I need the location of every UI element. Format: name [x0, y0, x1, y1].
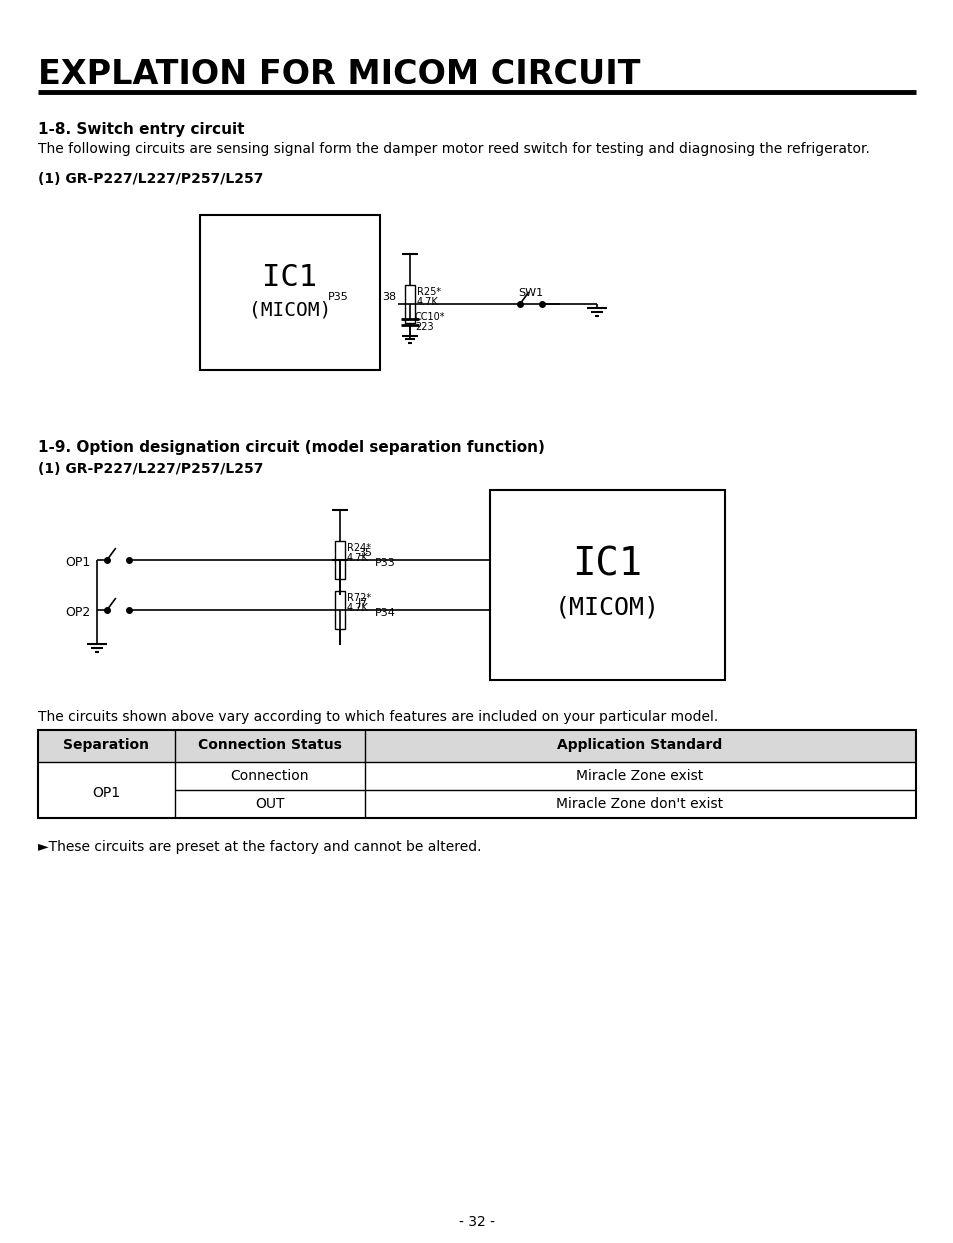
Text: EXPLATION FOR MICOM CIRCUIT: EXPLATION FOR MICOM CIRCUIT [38, 58, 639, 91]
Text: P33: P33 [375, 558, 395, 568]
Text: 35: 35 [357, 548, 372, 558]
Text: 4.7K: 4.7K [416, 297, 438, 307]
Text: The circuits shown above vary according to which features are included on your p: The circuits shown above vary according … [38, 710, 718, 723]
Text: The following circuits are sensing signal form the damper motor reed switch for : The following circuits are sensing signa… [38, 142, 869, 157]
Text: 1-8. Switch entry circuit: 1-8. Switch entry circuit [38, 122, 244, 137]
Text: R25*: R25* [416, 287, 440, 297]
Text: OP1: OP1 [91, 786, 120, 800]
Text: P34: P34 [375, 608, 395, 618]
Text: Connection: Connection [231, 769, 309, 783]
Text: (MICOM): (MICOM) [554, 595, 659, 619]
Text: J7: J7 [357, 598, 368, 608]
Text: (MICOM): (MICOM) [249, 300, 331, 319]
Text: - 32 -: - 32 - [458, 1214, 495, 1229]
Text: 4.7K: 4.7K [347, 553, 369, 563]
Text: IC1: IC1 [572, 544, 641, 583]
Bar [405, 285, 415, 323]
Bar [200, 215, 379, 370]
Text: 1-9. Option designation circuit (model separation function): 1-9. Option designation circuit (model s… [38, 440, 544, 455]
Text: Miracle Zone don't exist: Miracle Zone don't exist [556, 797, 722, 810]
Bar [335, 590, 345, 629]
Text: Separation: Separation [63, 738, 149, 752]
Text: (1) GR-P227/L227/P257/L257: (1) GR-P227/L227/P257/L257 [38, 462, 263, 476]
Text: 38: 38 [381, 292, 395, 302]
Text: Miracle Zone exist: Miracle Zone exist [576, 769, 703, 783]
Text: OP2: OP2 [65, 607, 91, 619]
Text: SW1: SW1 [517, 288, 543, 298]
Bar [335, 541, 345, 579]
Text: R24*: R24* [347, 543, 371, 553]
Bar [38, 730, 915, 818]
Text: OUT: OUT [255, 797, 284, 810]
Text: (1) GR-P227/L227/P257/L257: (1) GR-P227/L227/P257/L257 [38, 172, 263, 186]
Text: 223: 223 [415, 322, 434, 332]
Bar [38, 730, 915, 762]
Bar [490, 490, 724, 680]
Text: CC10*: CC10* [415, 312, 445, 322]
Text: IC1: IC1 [262, 264, 317, 292]
Text: Application Standard: Application Standard [557, 738, 721, 752]
Text: 4.7K: 4.7K [347, 603, 369, 613]
Text: R72*: R72* [347, 593, 371, 603]
Text: ►These circuits are preset at the factory and cannot be altered.: ►These circuits are preset at the factor… [38, 840, 481, 854]
Text: P35: P35 [328, 292, 349, 302]
Text: Connection Status: Connection Status [198, 738, 341, 752]
Text: OP1: OP1 [65, 556, 91, 569]
